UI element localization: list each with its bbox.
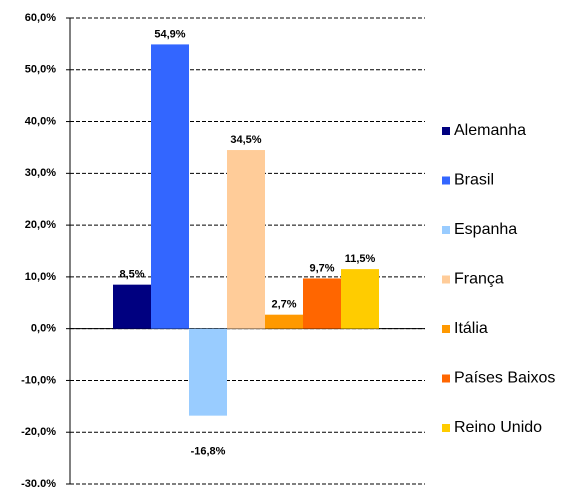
bar — [227, 150, 265, 329]
y-tick-label: -30.0% — [21, 478, 56, 490]
bar — [113, 284, 151, 329]
legend-label: Espanha — [454, 221, 517, 238]
legend-swatch — [442, 374, 450, 383]
legend-swatch — [442, 424, 450, 432]
y-tick-label: 0,0% — [31, 323, 56, 335]
legend-label: Alemanha — [454, 122, 526, 139]
y-tick-label: -10,0% — [21, 374, 56, 386]
y-tick-label: -20,0% — [21, 426, 56, 438]
legend-label: França — [454, 271, 504, 288]
value-label: 11,5% — [345, 253, 376, 265]
legend-swatch — [442, 226, 450, 234]
bar — [341, 269, 379, 329]
bar — [303, 278, 341, 329]
y-tick-label: 30,0% — [25, 167, 56, 179]
legend-label: Países Baixos — [454, 370, 555, 387]
y-tick-label: 60,0% — [25, 12, 56, 24]
value-label: 2,7% — [271, 299, 296, 311]
y-tick-label: 40,0% — [25, 115, 56, 127]
value-label: 8,5% — [119, 269, 144, 281]
legend-label: Brasil — [454, 172, 494, 189]
y-tick-label: 10,0% — [25, 271, 56, 283]
y-tick-label: 20,0% — [25, 219, 56, 231]
legend-swatch — [442, 325, 450, 333]
legend-swatch — [442, 275, 450, 284]
value-label: 34,5% — [230, 134, 261, 146]
value-label: 9,7% — [309, 262, 334, 274]
bar — [151, 44, 189, 329]
legend-swatch — [442, 176, 450, 185]
legend-label: Itália — [454, 320, 488, 337]
value-label: 54,9% — [154, 28, 185, 40]
bar — [265, 314, 303, 329]
legend-swatch — [442, 127, 450, 135]
bar — [189, 328, 227, 416]
value-label: -16,8% — [191, 446, 226, 458]
y-tick-label: 50,0% — [25, 64, 56, 76]
legend-label: Reino Unido — [454, 419, 542, 436]
